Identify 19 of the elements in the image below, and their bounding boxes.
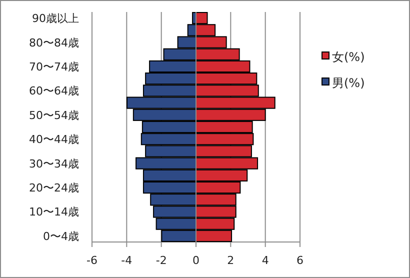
y-tick-label: 90歳以上 — [32, 12, 79, 26]
y-tick-label: 30〜34歳 — [29, 157, 79, 170]
legend-label: 男(%) — [332, 76, 365, 90]
x-tick-label: 2 — [227, 254, 234, 267]
y-tick-label: 0〜4歳 — [43, 230, 79, 243]
x-tick-label: 6 — [296, 254, 304, 267]
y-tick-label: 20〜24歳 — [29, 182, 79, 195]
x-tick-label: 4 — [262, 254, 269, 267]
legend-label: 女(%) — [332, 50, 365, 64]
x-tick-label: -6 — [86, 254, 98, 267]
y-tick-label: 50〜54歳 — [29, 108, 79, 122]
x-tick-label: -4 — [121, 254, 132, 267]
y-tick-label: 40〜44歳 — [29, 133, 79, 146]
y-tick-label: 10〜14歳 — [29, 206, 79, 219]
x-tick-label: 0 — [192, 254, 200, 267]
y-tick-label: 70〜74歳 — [29, 60, 79, 74]
y-tick-label: 80〜84歳 — [29, 36, 79, 50]
y-tick-label: 60〜64歳 — [29, 84, 79, 98]
x-tick-label: -2 — [156, 254, 167, 267]
